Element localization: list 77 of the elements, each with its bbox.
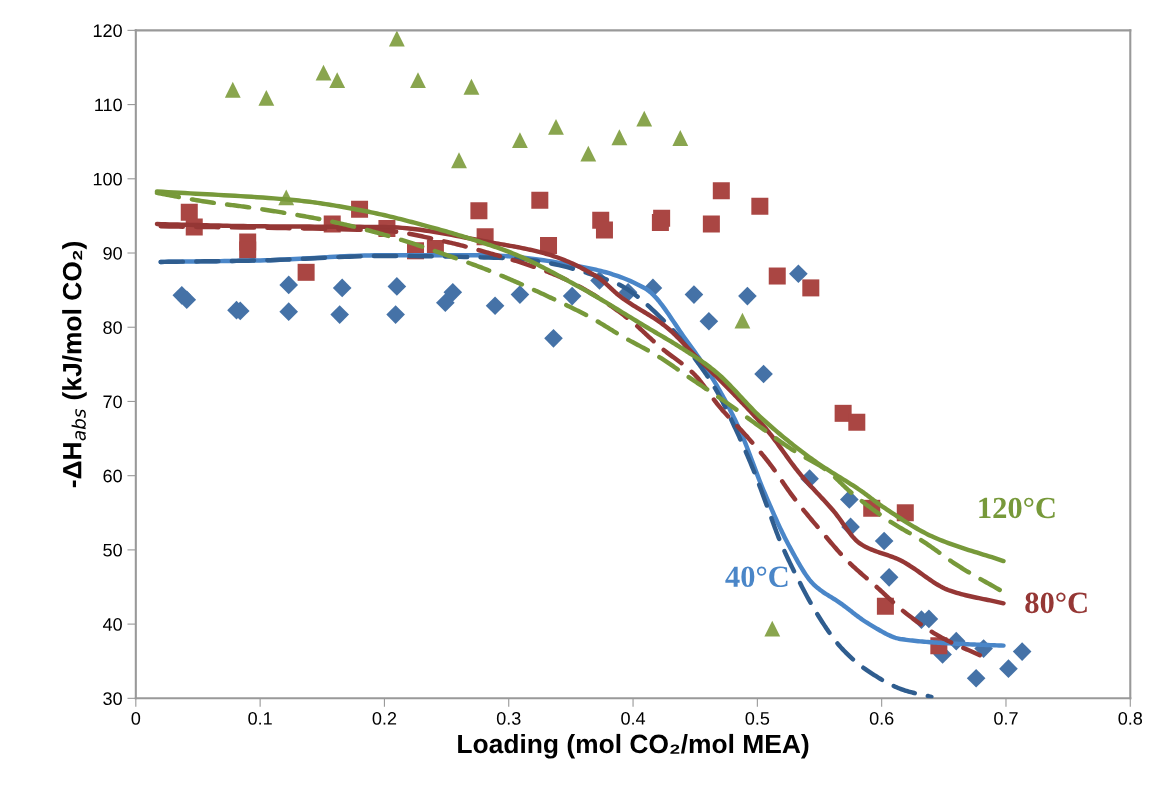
point xyxy=(279,302,299,321)
y-tick-label: 110 xyxy=(95,98,122,112)
point xyxy=(802,279,820,297)
x-tick-label: 0.8 xyxy=(1118,712,1143,725)
point xyxy=(879,568,899,587)
point xyxy=(451,152,467,169)
annotation: 120°C xyxy=(979,497,1055,519)
y-tick-label: 120 xyxy=(93,24,122,38)
y-tick-label: 50 xyxy=(103,543,122,557)
point xyxy=(177,290,197,310)
point xyxy=(332,278,352,298)
annotation: 40°C xyxy=(725,566,788,588)
point xyxy=(840,490,859,509)
point xyxy=(387,277,407,296)
point xyxy=(224,81,241,98)
point xyxy=(754,364,773,384)
point xyxy=(443,283,463,302)
point xyxy=(1012,642,1032,661)
point xyxy=(386,305,405,324)
point xyxy=(874,531,894,551)
y-axis-title: -ΔH$_{abs}$ (kJ/mol CO₂) xyxy=(62,241,87,488)
x-tick-label: 0.3 xyxy=(496,712,521,725)
point xyxy=(388,30,405,47)
point xyxy=(580,145,597,162)
point xyxy=(436,293,455,313)
point xyxy=(702,215,720,233)
y-tick-label: 40 xyxy=(102,618,122,631)
point xyxy=(611,129,628,146)
y-tick-label: 90 xyxy=(103,246,122,260)
point xyxy=(684,285,704,304)
point xyxy=(672,130,689,146)
point xyxy=(258,89,275,106)
x-tick-label: 0.1 xyxy=(248,712,272,725)
point xyxy=(966,668,986,688)
annotation: 80°C xyxy=(1025,592,1087,614)
point xyxy=(510,285,530,304)
y-tick-label: 60 xyxy=(103,469,122,483)
y-tick-label: 100 xyxy=(93,172,122,186)
point xyxy=(738,286,757,306)
point xyxy=(239,241,257,259)
point xyxy=(315,64,332,81)
x-tick-label: 0.4 xyxy=(621,712,646,725)
point xyxy=(751,197,769,215)
y-tick-label: 70 xyxy=(103,395,122,409)
x-tick-label: 0.7 xyxy=(994,712,1018,725)
point xyxy=(768,267,786,285)
point xyxy=(734,312,751,329)
point xyxy=(410,72,426,89)
point xyxy=(562,286,582,306)
point xyxy=(463,78,480,95)
point xyxy=(764,620,781,637)
point xyxy=(544,329,563,348)
point xyxy=(470,202,488,220)
point xyxy=(485,296,505,316)
point xyxy=(651,214,669,232)
y-tick-label: 30 xyxy=(103,692,122,706)
point xyxy=(279,275,299,295)
point xyxy=(548,118,564,135)
point xyxy=(531,191,549,209)
point xyxy=(712,182,730,200)
point xyxy=(180,203,198,221)
x-axis-title: Loading (mol CO₂/mol MEA) xyxy=(458,733,809,759)
point xyxy=(330,305,349,324)
point xyxy=(699,311,719,331)
point xyxy=(297,263,315,281)
x-tick-label: 0.5 xyxy=(745,712,770,725)
point xyxy=(636,110,653,127)
point xyxy=(848,413,866,431)
point xyxy=(595,221,613,239)
point xyxy=(512,132,528,149)
x-tick-label: 0 xyxy=(131,712,141,725)
point xyxy=(789,264,808,284)
point xyxy=(329,72,346,89)
point xyxy=(999,659,1018,678)
x-tick-label: 0.6 xyxy=(869,712,894,725)
x-tick-label: 0.2 xyxy=(372,712,397,725)
y-tick-label: 80 xyxy=(103,321,122,334)
